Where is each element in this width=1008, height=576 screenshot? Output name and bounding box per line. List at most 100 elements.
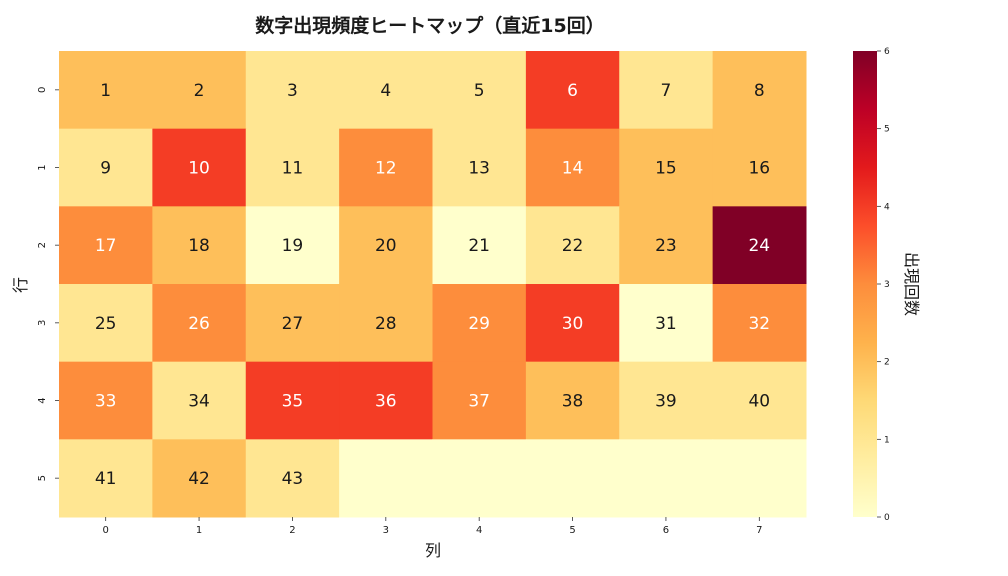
- x-tick-label: 1: [196, 525, 202, 536]
- cell-label: 11: [282, 159, 304, 179]
- heatmap-cell: [432, 206, 527, 285]
- heatmap-cell: [432, 361, 527, 440]
- colorbar-tick-label: 4: [884, 202, 890, 212]
- heatmap-cell: [432, 128, 527, 207]
- cell-label: 21: [468, 236, 490, 256]
- cell-label: 34: [188, 392, 210, 412]
- cell-label: 31: [655, 314, 677, 334]
- heatmap-cell: [525, 51, 620, 130]
- colorbar-tick-label: 0: [884, 513, 890, 523]
- heatmap-cell: [432, 284, 527, 363]
- heatmap-cell: [339, 206, 433, 285]
- cell-label: 28: [375, 314, 397, 334]
- heatmap-cell: [59, 51, 153, 130]
- cell-label: 41: [95, 469, 117, 489]
- cell-label: 24: [748, 236, 770, 256]
- heatmap-cell: [712, 51, 807, 130]
- heatmap-cell: [245, 206, 340, 285]
- cell-label: 17: [95, 236, 117, 256]
- cell-label: 5: [474, 81, 485, 101]
- x-tick-label: 5: [569, 525, 575, 536]
- cell-label: 22: [562, 236, 584, 256]
- cell-label: 7: [661, 81, 672, 101]
- heatmap-cell: [245, 439, 340, 518]
- heatmap-cell: [152, 439, 247, 518]
- cell-label: 26: [188, 314, 210, 334]
- x-tick-label: 7: [756, 525, 762, 536]
- y-tick-label: 4: [37, 397, 48, 403]
- heatmap-cell: [339, 51, 433, 130]
- colorbar-tick-label: 2: [884, 358, 890, 368]
- cell-label: 42: [188, 469, 210, 489]
- cell-label: 18: [188, 236, 210, 256]
- heatmap-cell: [712, 439, 807, 518]
- cell-label: 33: [95, 392, 117, 412]
- heatmap-cell: [152, 361, 247, 440]
- heatmap-cell: [339, 439, 433, 518]
- cell-label: 36: [375, 392, 397, 412]
- heatmap-cell: [712, 206, 807, 285]
- heatmap-cell: [525, 284, 620, 363]
- heatmap-cell: [432, 51, 527, 130]
- heatmap-cell: [59, 206, 153, 285]
- cell-label: 37: [468, 392, 490, 412]
- chart-title: 数字出現頻度ヒートマップ（直近15回）: [255, 14, 604, 37]
- cell-label: 25: [95, 314, 117, 334]
- x-axis-ticks: 0 1 2 3 4 5 6 7: [103, 517, 763, 536]
- cell-label: 27: [282, 314, 304, 334]
- heatmap-cell: [619, 206, 714, 285]
- heatmap-cell: [619, 361, 714, 440]
- cell-label: 16: [748, 159, 770, 179]
- cell-label: 38: [562, 392, 584, 412]
- heatmap-cell: [525, 361, 620, 440]
- cell-label: 14: [562, 159, 584, 179]
- cell-label: 30: [562, 314, 584, 334]
- heatmap-cell: [152, 284, 247, 363]
- x-tick-label: 3: [383, 525, 389, 536]
- colorbar-tick-label: 3: [884, 280, 890, 290]
- heatmap-cell: [432, 439, 527, 518]
- heatmap-cell: [59, 439, 153, 518]
- cell-label: 20: [375, 236, 397, 256]
- heatmap-cell: [339, 361, 433, 440]
- heatmap-cell: [619, 128, 714, 207]
- y-tick-label: 3: [37, 320, 48, 326]
- heatmap-cell: [152, 128, 247, 207]
- cell-label: 43: [282, 469, 304, 489]
- x-tick-label: 6: [663, 525, 669, 536]
- cell-label: 1: [100, 81, 111, 101]
- heatmap-cell: [712, 284, 807, 363]
- y-tick-label: 2: [37, 242, 48, 248]
- heatmap-cell: [245, 128, 340, 207]
- cell-label: 2: [194, 81, 205, 101]
- heatmap-cell: [152, 51, 247, 130]
- y-tick-label: 5: [37, 475, 48, 481]
- cell-label: 13: [468, 159, 490, 179]
- x-tick-label: 4: [476, 525, 482, 536]
- colorbar-tick-label: 1: [884, 435, 890, 445]
- heatmap-cell: [525, 206, 620, 285]
- colorbar-tick-label: 6: [884, 47, 890, 57]
- colorbar-tick-label: 5: [884, 125, 890, 135]
- heatmap-cell: [59, 128, 153, 207]
- heatmap-cell: [525, 439, 620, 518]
- cell-label: 9: [100, 159, 111, 179]
- cell-label: 40: [748, 392, 770, 412]
- colorbar-label: 出現回数: [902, 252, 921, 316]
- cell-label: 23: [655, 236, 677, 256]
- heatmap-cell: [339, 128, 433, 207]
- y-tick-label: 1: [37, 164, 48, 170]
- cell-label: 29: [468, 314, 490, 334]
- heatmap-cell: [339, 284, 433, 363]
- cell-label: 6: [567, 81, 578, 101]
- heatmap-cell: [525, 128, 620, 207]
- heatmap-cell: [245, 361, 340, 440]
- colorbar: [853, 51, 877, 517]
- heatmap-cell: [59, 361, 153, 440]
- cell-label: 3: [287, 81, 298, 101]
- cell-label: 32: [748, 314, 770, 334]
- cell-label: 10: [188, 159, 210, 179]
- heatmap-cell: [59, 284, 153, 363]
